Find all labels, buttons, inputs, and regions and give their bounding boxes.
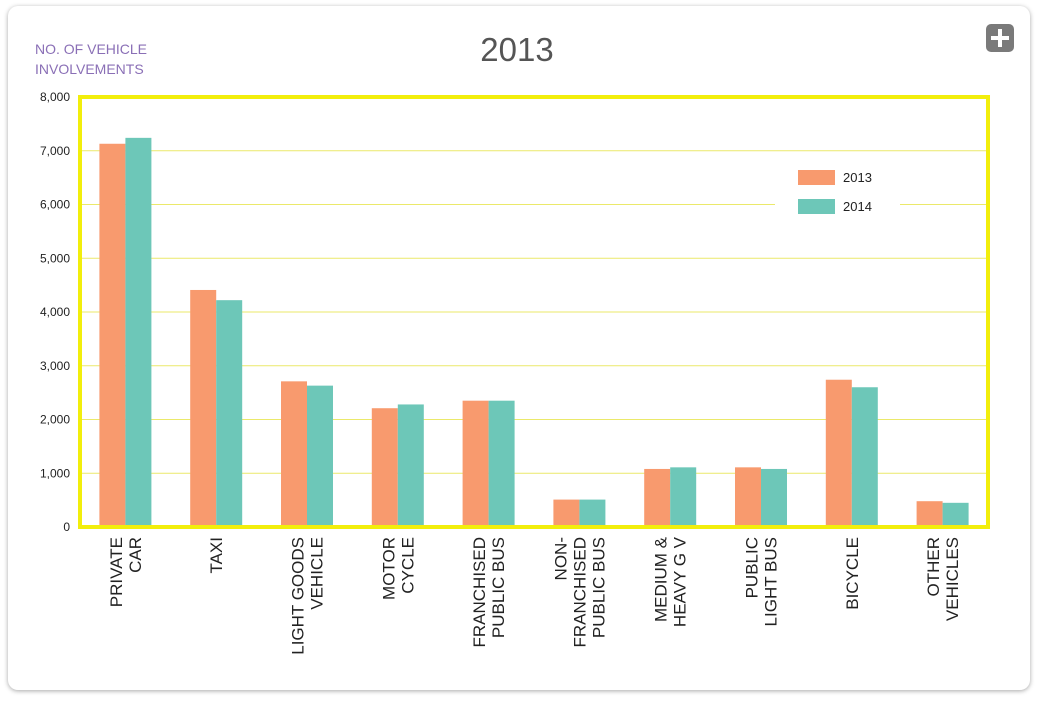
- x-tick-label-line: LIGHT GOODS: [289, 537, 308, 655]
- bar-2013-1: [190, 289, 217, 527]
- bar-2014-8: [851, 387, 878, 527]
- bar-2014-5: [579, 499, 606, 527]
- y-tick-label: 3,000: [40, 359, 70, 373]
- x-tick-label-line: MEDIUM &: [652, 536, 671, 622]
- x-tick-label-line: NON-: [551, 537, 570, 580]
- plot-border: [78, 95, 990, 529]
- y-tick-label: 7,000: [40, 144, 70, 158]
- x-tick-label: BICYCLE: [843, 537, 862, 610]
- bar-2013-9: [916, 501, 943, 527]
- bar-2014-9: [942, 502, 969, 527]
- legend-background: [775, 160, 900, 226]
- x-tick-label: MEDIUM & HEAVY G V: [652, 536, 690, 627]
- x-tick-label-line: PRIVATE: [107, 537, 126, 607]
- bar-2014-1: [216, 300, 243, 527]
- chart-text: 2013 NO. OF VEHICLE INVOLVEMENTS: [35, 31, 554, 77]
- y-tick-label: 5,000: [40, 251, 70, 265]
- x-tick-label-line: VEHICLES: [943, 537, 962, 621]
- y-axis-label: NO. OF VEHICLE: [35, 41, 147, 57]
- bar-2014-7: [761, 468, 787, 527]
- bar-2014-6: [670, 467, 697, 527]
- x-tick-label-line: PUBLIC BUS: [489, 537, 508, 638]
- y-tick-label: 0: [63, 520, 70, 534]
- x-tick-label: PUBLIC LIGHT BUS: [743, 537, 781, 626]
- legend-swatch-2013: [798, 170, 835, 185]
- bar-2014-0: [125, 137, 152, 527]
- x-tick-label-line: BICYCLE: [843, 537, 862, 610]
- bar-2014-3: [397, 404, 424, 527]
- y-axis: 0 1,000 2,000 3,000 4,000 5,000 6,000 7,000 8,00…: [40, 90, 70, 534]
- legend: 2013 2014: [775, 160, 900, 226]
- bar-2013-6: [644, 468, 671, 527]
- x-tick-label: FRANCHISED PUBLIC BUS: [470, 537, 508, 648]
- x-tick-label: TAXI: [207, 537, 226, 574]
- x-tick-label-line: VEHICLE: [308, 537, 327, 610]
- bar-2014-2: [307, 385, 333, 527]
- expand-button[interactable]: [986, 24, 1014, 52]
- legend-label-2014: 2014: [843, 199, 872, 214]
- chart-card: 0 1,000 2,000 3,000 4,000 5,000 6,000 7,000 8,00…: [8, 6, 1030, 690]
- y-tick-label: 6,000: [40, 198, 70, 212]
- bar-2014-4: [488, 400, 515, 527]
- legend-swatch-2014: [798, 199, 835, 214]
- x-tick-label-line: PUBLIC BUS: [589, 537, 608, 638]
- x-tick-label-line: OTHER: [924, 537, 943, 597]
- bar-2013-7: [735, 467, 761, 527]
- bar-2013-3: [371, 408, 398, 527]
- bar-2013-8: [825, 379, 852, 527]
- x-tick-label-line: FRANCHISED: [470, 537, 489, 648]
- x-tick-label-line: CYCLE: [398, 537, 417, 594]
- bars: [99, 137, 969, 527]
- legend-label-2013: 2013: [843, 170, 872, 185]
- x-tick-label-line: HEAVY G V: [671, 536, 690, 627]
- x-tick-label: MOTOR CYCLE: [379, 537, 417, 600]
- x-tick-label-line: LIGHT BUS: [762, 537, 781, 626]
- plot-frame: [78, 95, 990, 529]
- y-tick-label: 8,000: [40, 90, 70, 104]
- x-axis: PRIVATE CAR TAXI LIGHT GOODS VEHICLE MOTOR CYC…: [107, 536, 962, 654]
- y-tick-label: 1,000: [40, 466, 70, 480]
- y-tick-label: 2,000: [40, 413, 70, 427]
- x-tick-label-line: TAXI: [207, 537, 226, 574]
- y-axis-label: INVOLVEMENTS: [35, 61, 144, 77]
- x-tick-label: OTHER VEHICLES: [924, 537, 962, 621]
- x-tick-label: NON- FRANCHISED PUBLIC BUS: [551, 537, 608, 648]
- chart-title: 2013: [480, 31, 553, 68]
- bar-2013-5: [553, 499, 580, 527]
- y-tick-label: 4,000: [40, 305, 70, 319]
- x-tick-label-line: FRANCHISED: [570, 537, 589, 648]
- bar-2013-4: [462, 400, 489, 527]
- x-tick-label: PRIVATE CAR: [107, 537, 145, 607]
- bar-2013-0: [99, 143, 126, 527]
- x-tick-label-line: PUBLIC: [743, 537, 762, 598]
- x-tick-label-line: CAR: [126, 537, 145, 573]
- x-tick-label: LIGHT GOODS VEHICLE: [289, 537, 327, 655]
- x-tick-label-line: MOTOR: [379, 537, 398, 600]
- bar-2013-2: [281, 381, 307, 527]
